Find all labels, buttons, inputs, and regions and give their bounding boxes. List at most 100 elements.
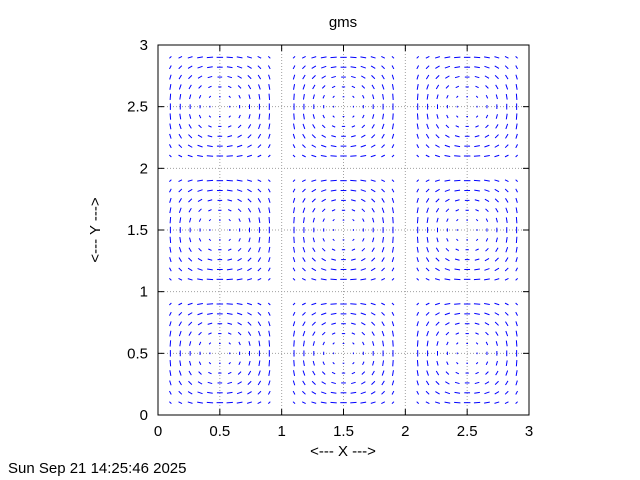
vector-arrow [237, 381, 242, 385]
vector-arrow [258, 217, 261, 223]
vector-arrow [445, 331, 450, 336]
vector-arrow [370, 56, 376, 59]
vector-arrow [435, 65, 440, 69]
vector-arrow [331, 332, 336, 335]
vector-arrow [268, 360, 271, 367]
vector-arrow [494, 278, 500, 281]
vector-arrow [484, 75, 490, 79]
x-axis-label: <--- X ---> [310, 443, 376, 460]
vector-arrow [236, 303, 243, 305]
vector-arrow [292, 65, 296, 70]
vector-arrow [416, 302, 420, 306]
vector-arrow [454, 391, 461, 394]
vector-arrow [169, 55, 172, 59]
vector-arrow [475, 209, 479, 212]
vector-arrow [362, 361, 365, 365]
vector-arrow [350, 189, 357, 192]
vector-arrow [321, 198, 327, 203]
vector-arrow [515, 55, 518, 59]
vector-arrow [302, 133, 306, 139]
vector-arrow [370, 278, 376, 281]
vector-arrow [188, 321, 193, 326]
vector-arrow [515, 380, 518, 386]
vector-arrow [322, 361, 325, 365]
vector-arrow [198, 238, 202, 242]
vector-arrow [247, 247, 252, 253]
vector-arrow [425, 198, 430, 203]
vector-arrow [475, 125, 479, 128]
vector-arrow [331, 209, 336, 212]
vector-arrow [293, 340, 295, 347]
vector-arrow [293, 84, 296, 90]
vector-arrow [257, 302, 262, 306]
vector-arrow [485, 124, 489, 129]
vector-arrow [360, 303, 367, 305]
vector-arrow [515, 321, 518, 327]
vector-arrow [351, 371, 356, 375]
vector-arrow [311, 75, 316, 80]
vector-arrow [247, 257, 252, 262]
vector-arrow [302, 123, 306, 130]
vector-arrow [169, 277, 172, 281]
vector-arrow [247, 134, 252, 139]
vector-arrow [247, 312, 252, 316]
vector-arrow [268, 93, 271, 100]
vector-arrow [391, 65, 395, 70]
vector-arrow [360, 155, 367, 157]
vector-arrow [311, 144, 317, 148]
vector-arrow [444, 268, 451, 271]
vector-arrow [391, 246, 394, 253]
vector-arrow [435, 134, 440, 139]
vector-arrow [515, 197, 518, 203]
vector-arrow [454, 66, 461, 69]
vector-arrow [178, 188, 183, 193]
vector-arrow [391, 74, 395, 80]
vector-arrow [351, 199, 356, 202]
vector-arrow [504, 179, 509, 182]
vector-arrow [456, 95, 459, 98]
vector-arrow [371, 257, 376, 262]
vector-arrow [267, 154, 271, 158]
vector-arrow [494, 257, 499, 262]
vector-arrow [330, 56, 337, 59]
vector-arrow [197, 134, 203, 138]
vector-arrow [371, 124, 375, 129]
vector-arrow [169, 65, 172, 70]
vector-arrow [494, 134, 499, 139]
vector-arrow [382, 217, 385, 223]
vector-arrow [382, 340, 385, 347]
vector-arrow [475, 332, 479, 335]
vector-arrow [189, 360, 192, 366]
vector-arrow [444, 303, 451, 305]
vector-arrow [370, 391, 376, 395]
vector-arrow [188, 207, 192, 213]
vector-arrow [391, 390, 395, 395]
vector-arrow [455, 125, 460, 128]
vector-arrow [454, 268, 461, 271]
vector-arrow [416, 390, 420, 395]
vector-arrow [257, 188, 262, 193]
vector-arrow [426, 370, 429, 376]
vector-arrow [416, 340, 419, 347]
vector-arrow [485, 247, 489, 252]
vector-arrow [268, 257, 271, 263]
vector-arrow [444, 155, 451, 157]
vector-arrow [425, 56, 430, 59]
vector-arrow [169, 380, 172, 386]
vector-arrow [495, 341, 498, 346]
vector-arrow [382, 93, 385, 100]
vector-arrow [473, 278, 481, 281]
vector-arrow [475, 95, 479, 98]
vector-arrow [237, 134, 242, 138]
vector-arrow [515, 113, 518, 120]
vector-arrow [484, 257, 490, 262]
vector-arrow [475, 85, 479, 89]
vector-arrow [187, 267, 193, 272]
vector-arrow [425, 154, 430, 158]
vector-arrow [352, 362, 355, 365]
vector-arrow [391, 311, 395, 316]
vector-arrow [187, 56, 193, 59]
vector-arrow [247, 144, 252, 148]
timestamp: Sun Sep 21 14:25:46 2025 [8, 460, 187, 477]
vector-arrow [504, 267, 509, 272]
